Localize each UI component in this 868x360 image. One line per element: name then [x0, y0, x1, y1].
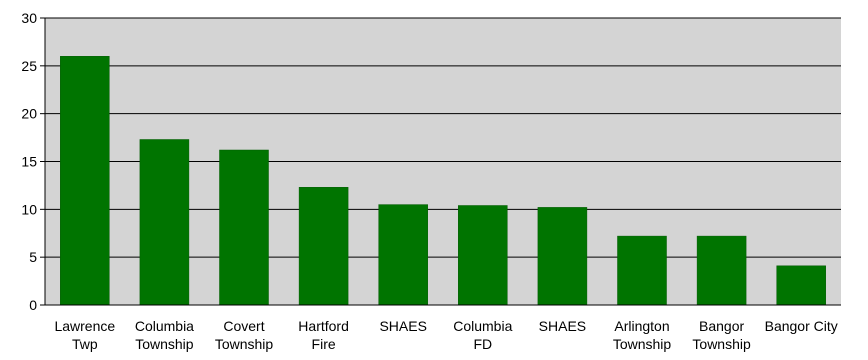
x-category-label: Arlington Township [613, 318, 672, 352]
bar [139, 139, 190, 306]
x-category-label-line: Bangor [699, 318, 744, 334]
bar [458, 205, 508, 306]
x-category-label-line: Columbia [135, 318, 194, 334]
y-tick-labels: 0 5 10 15 20 25 30 [21, 10, 37, 313]
x-category-label: Bangor Township [692, 318, 751, 352]
x-category-label: Covert Township [215, 318, 274, 352]
bar [298, 187, 349, 306]
axes [44, 18, 841, 306]
x-category-label-line: Arlington [614, 318, 669, 334]
bar [378, 204, 428, 306]
x-category-label-line: FD [473, 336, 492, 352]
bar [537, 207, 588, 306]
x-category-label: Hartford Fire [298, 318, 349, 352]
y-tick-label: 0 [29, 297, 37, 313]
x-category-label-line: Covert [223, 318, 264, 334]
y-tick-label: 25 [21, 58, 37, 74]
x-category-label-line: Lawrence [54, 318, 115, 334]
x-category-label: Columbia Township [135, 318, 194, 352]
bar [60, 56, 110, 306]
y-tick-label: 10 [21, 201, 37, 217]
y-tick-label: 20 [21, 106, 37, 122]
x-category-label-line: Twp [72, 336, 98, 352]
x-category-label-line: Township [215, 336, 274, 352]
x-category-label: Lawrence Twp [54, 318, 115, 352]
x-category-label-line: Fire [312, 336, 336, 352]
x-category-label-line: Township [613, 336, 672, 352]
bar [696, 235, 747, 306]
bars [60, 56, 826, 306]
y-tick-label: 15 [21, 154, 37, 170]
y-tick-label: 30 [21, 10, 37, 26]
x-category-label-line: SHAES [379, 318, 426, 334]
x-category-label: Columbia FD [453, 318, 512, 352]
x-category-labels: Lawrence Twp Columbia Township Covert Townshi… [54, 318, 837, 352]
y-tick-label: 5 [29, 249, 37, 265]
x-category-label-line: Township [135, 336, 194, 352]
x-category-label: SHAES [379, 318, 426, 334]
bar [617, 235, 667, 306]
x-category-label-line: Hartford [298, 318, 349, 334]
x-category-label: Bangor City [765, 318, 838, 334]
x-category-label-line: Township [692, 336, 751, 352]
x-category-label-line: Columbia [453, 318, 512, 334]
x-category-label: SHAES [539, 318, 586, 334]
x-category-label-line: Bangor City [765, 318, 838, 334]
bar [219, 149, 269, 306]
x-category-label-line: SHAES [539, 318, 586, 334]
bar [776, 265, 826, 306]
